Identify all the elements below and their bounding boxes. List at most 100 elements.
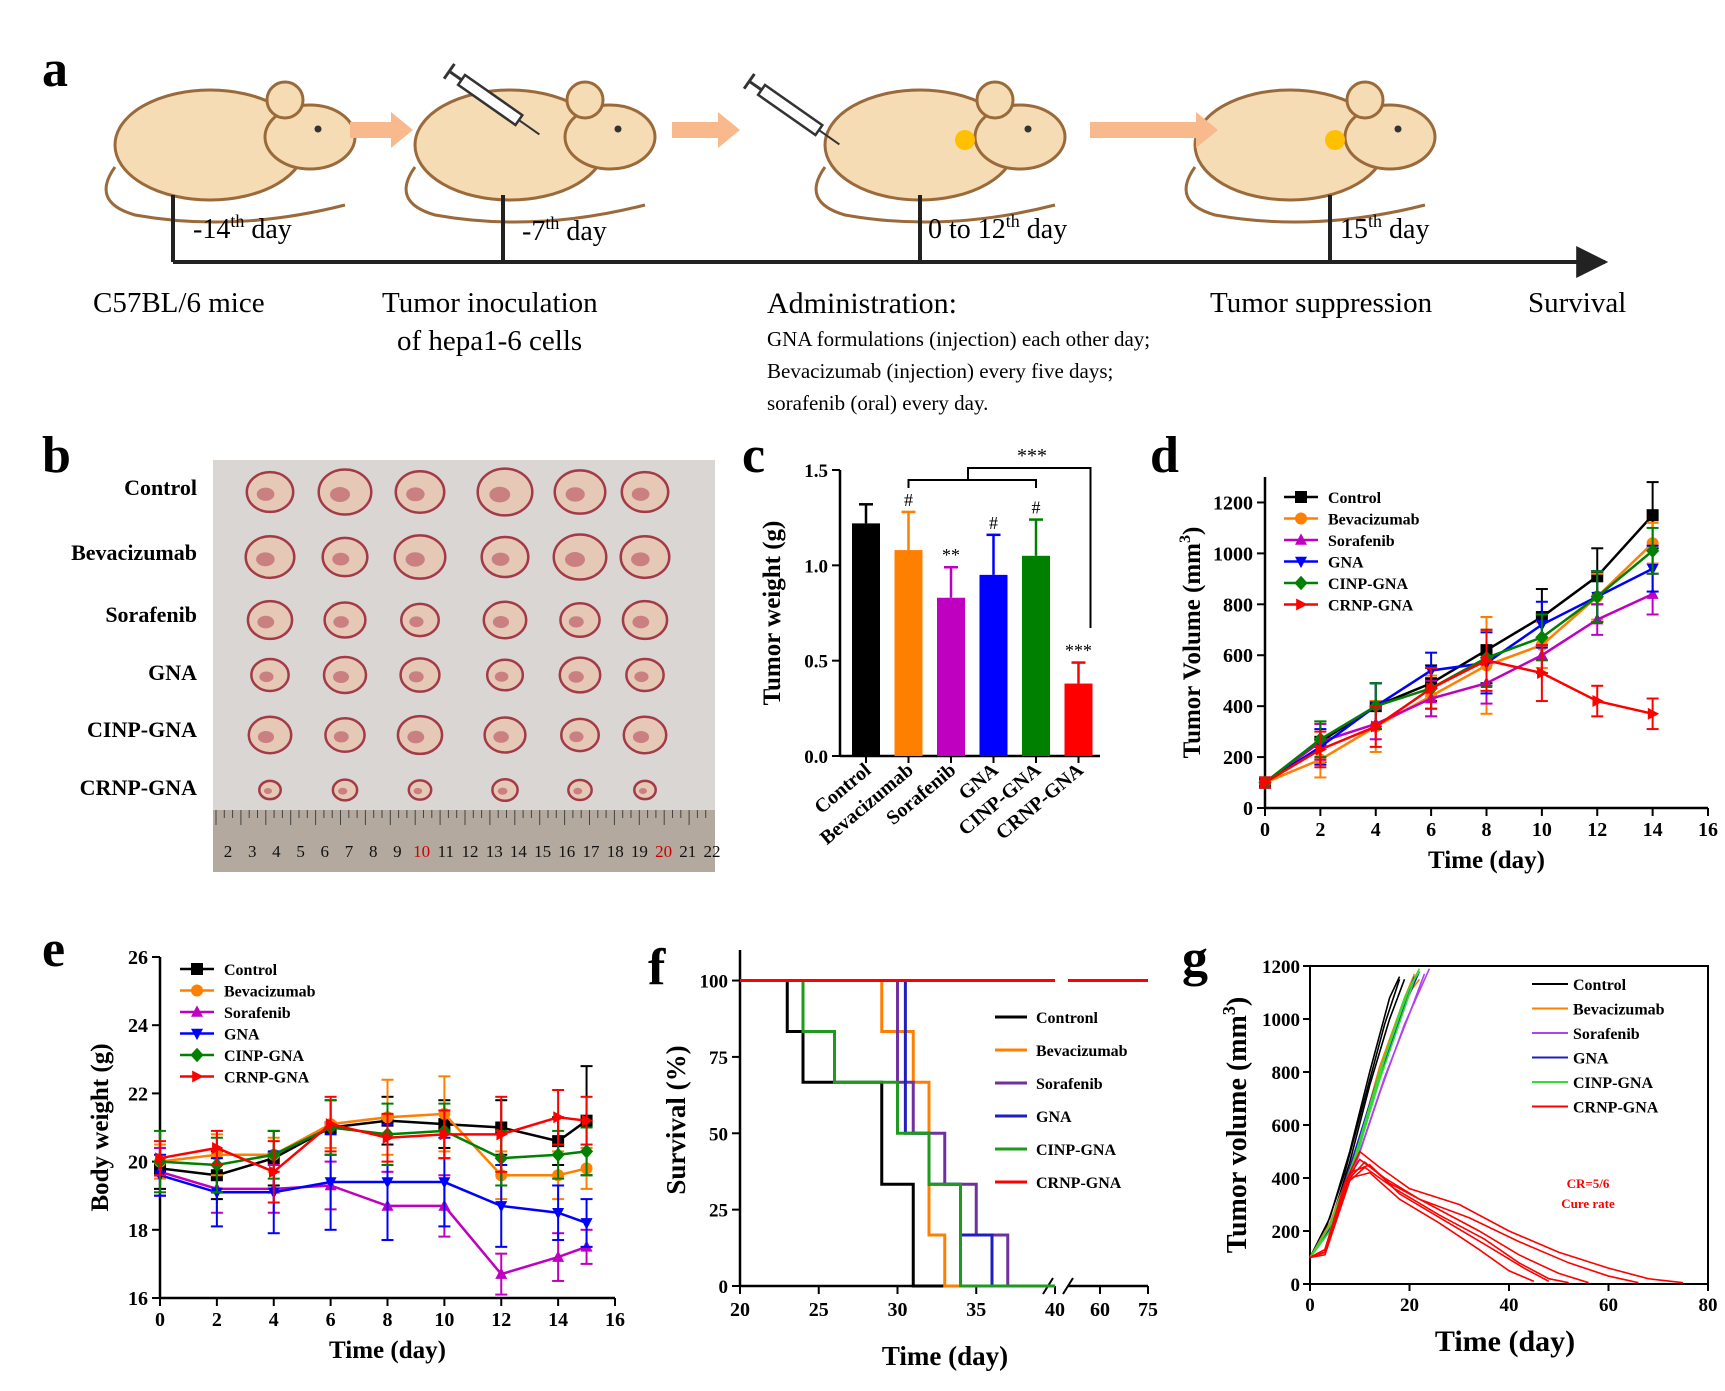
ruler-number: 3 bbox=[248, 842, 257, 861]
data-point bbox=[551, 1147, 565, 1162]
stage-4-day: 15th day bbox=[1340, 211, 1429, 245]
cure-rate-annotation: Cure rate bbox=[1561, 1196, 1615, 1211]
y-tick-label: 25 bbox=[709, 1201, 728, 1222]
data-point bbox=[495, 1201, 508, 1213]
tumor-spot bbox=[497, 787, 508, 795]
bar bbox=[1022, 555, 1050, 756]
stage-4-label: Tumor suppression bbox=[1210, 287, 1433, 319]
legend-label: Sorafenib bbox=[224, 1005, 291, 1022]
bar bbox=[1064, 683, 1093, 756]
series-line bbox=[1264, 659, 1653, 784]
ruler-number: 2 bbox=[224, 842, 233, 861]
mouse-ear bbox=[565, 80, 605, 120]
tumor-spot bbox=[332, 552, 350, 566]
series-line bbox=[159, 1174, 587, 1225]
tumor-spot bbox=[408, 671, 424, 683]
ruler-number: 22 bbox=[704, 842, 721, 861]
legend-label: Control bbox=[1328, 490, 1382, 507]
tumor-spot bbox=[573, 787, 583, 795]
individual-curve bbox=[1309, 978, 1406, 1258]
series-line bbox=[1264, 567, 1654, 784]
data-point bbox=[381, 1177, 394, 1189]
x-tick-label: 20 bbox=[1400, 1295, 1419, 1316]
tumor-spot bbox=[569, 731, 584, 743]
tumor-spot bbox=[333, 671, 349, 683]
legend-label: Sorafenib bbox=[1036, 1076, 1103, 1093]
x-tick-label: 60 bbox=[1090, 1299, 1110, 1321]
data-point bbox=[191, 1028, 203, 1041]
syringe-icon bbox=[442, 63, 540, 136]
stage-1-label: C57BL/6 mice bbox=[93, 287, 265, 319]
tumor-spot bbox=[333, 616, 349, 628]
legend-label: GNA bbox=[1328, 555, 1364, 572]
individual-curve bbox=[1309, 1160, 1589, 1284]
data-point bbox=[1592, 695, 1604, 708]
data-point bbox=[1260, 776, 1272, 789]
data-point bbox=[496, 1128, 508, 1141]
x-tick-label: 12 bbox=[491, 1309, 511, 1331]
stage-3-label: Administration: bbox=[767, 287, 957, 320]
data-point bbox=[1295, 556, 1307, 569]
y-tick-label: 0 bbox=[1243, 798, 1253, 820]
ruler-number: 15 bbox=[534, 842, 551, 861]
data-point bbox=[1295, 491, 1307, 503]
legend-label: Sorafenib bbox=[1573, 1026, 1640, 1043]
data-point bbox=[325, 1118, 338, 1131]
mouse-head bbox=[973, 103, 1067, 171]
tumor-spot bbox=[489, 486, 511, 503]
stage-2-label: Tumor inoculation bbox=[382, 287, 598, 319]
row-label: CRNP-GNA bbox=[80, 775, 197, 800]
tumor-spot bbox=[568, 616, 584, 628]
data-point bbox=[581, 1114, 594, 1127]
admin-line-2: Bevacizumab (injection) every five days; bbox=[767, 359, 1113, 383]
y-tick-label: 50 bbox=[709, 1124, 728, 1145]
data-point bbox=[1537, 667, 1549, 680]
tumor-spot bbox=[405, 552, 425, 567]
x-tick-label: 75 bbox=[1138, 1299, 1158, 1321]
panel-d-label: d bbox=[1150, 427, 1179, 484]
data-point bbox=[190, 1047, 204, 1063]
x-tick-label: 8 bbox=[1482, 819, 1492, 841]
x-tick-label: 16 bbox=[605, 1309, 625, 1331]
legend-label: CRNP-GNA bbox=[1573, 1100, 1659, 1117]
y-tick-label: 600 bbox=[1223, 645, 1253, 667]
tumor-dot bbox=[1325, 130, 1345, 150]
tumor-spot bbox=[406, 487, 425, 502]
x-tick-label: 10 bbox=[1532, 819, 1552, 841]
legend-label: Bevacizumab bbox=[1036, 1043, 1128, 1060]
x-tick-label: 2 bbox=[1315, 819, 1325, 841]
significance-mark: # bbox=[989, 513, 998, 533]
panel-a-label: a bbox=[42, 41, 68, 98]
ruler-number: 16 bbox=[558, 842, 575, 861]
significance-mark: # bbox=[1032, 498, 1041, 518]
survival-curve bbox=[740, 979, 1055, 1288]
legend-label: GNA bbox=[1036, 1109, 1072, 1126]
data-point bbox=[579, 1144, 594, 1159]
tumor-spot bbox=[565, 487, 585, 502]
mouse-icon bbox=[1184, 80, 1437, 224]
data-point bbox=[1646, 587, 1659, 599]
data-point bbox=[1646, 543, 1660, 559]
tumor-spot bbox=[257, 730, 275, 744]
y-axis-label: Tumor Volume (mm3) bbox=[1177, 527, 1206, 759]
tumor-spot bbox=[634, 671, 649, 683]
data-point bbox=[155, 1152, 167, 1165]
y-tick-label: 200 bbox=[1223, 747, 1253, 769]
ruler-number: 9 bbox=[393, 842, 402, 861]
legend-label: Bevacizumab bbox=[1328, 512, 1420, 529]
y-tick-label: 22 bbox=[128, 1083, 148, 1105]
mouse-ear bbox=[265, 80, 305, 120]
bar bbox=[894, 550, 923, 756]
ruler-number: 17 bbox=[583, 842, 601, 861]
legend-label: CINP-GNA bbox=[1573, 1075, 1653, 1092]
tumor-spot bbox=[638, 787, 648, 795]
legend-label: Bevacizumab bbox=[224, 984, 316, 1001]
y-tick-label: 1.0 bbox=[804, 556, 828, 577]
tumor-spot bbox=[631, 552, 650, 567]
x-tick-label: 14 bbox=[548, 1309, 568, 1331]
data-point bbox=[268, 1165, 281, 1178]
y-tick-label: 1200 bbox=[1262, 957, 1300, 978]
y-tick-label: 400 bbox=[1223, 696, 1253, 718]
